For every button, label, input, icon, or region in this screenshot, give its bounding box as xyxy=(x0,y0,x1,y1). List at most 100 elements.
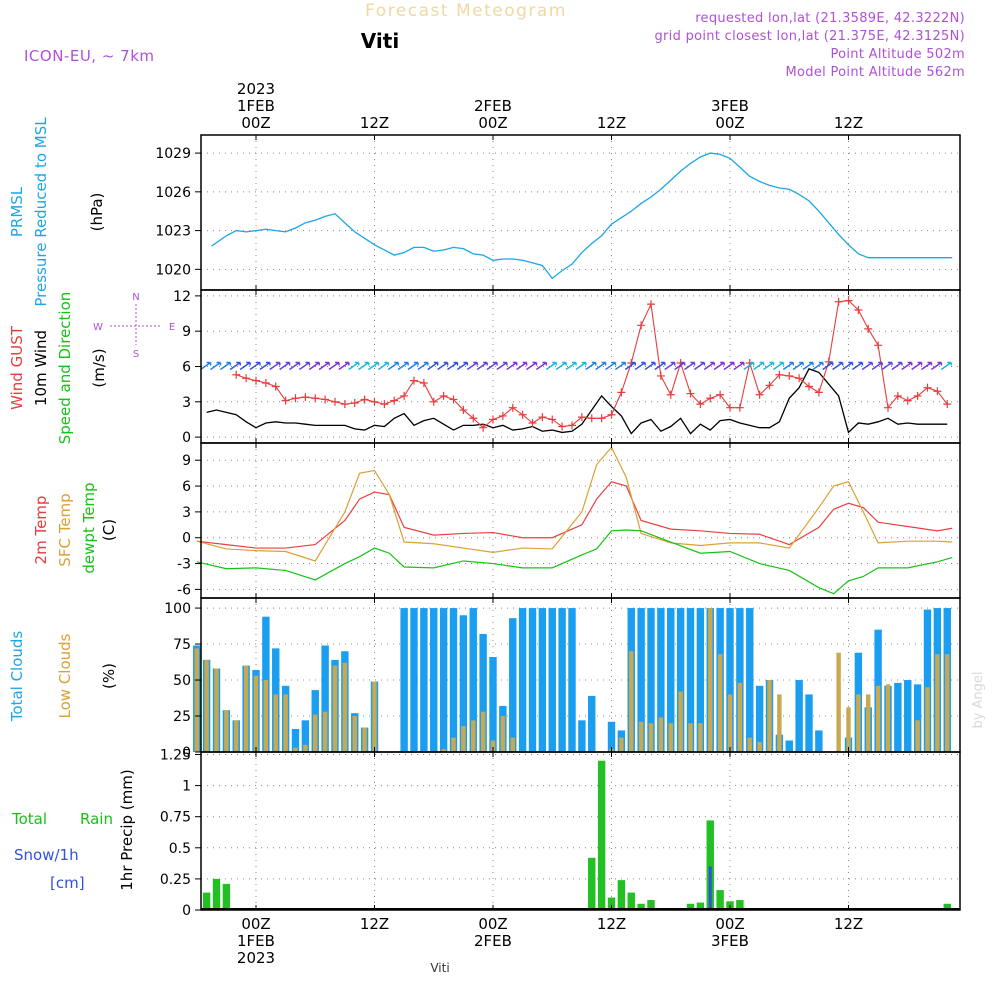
y-tick-label: 0.5 xyxy=(169,841,191,857)
wind-arrow xyxy=(358,361,370,371)
total-cloud-bar xyxy=(449,608,458,752)
wind-arrow xyxy=(763,361,775,371)
model-altitude: Model Point Altitude 562m xyxy=(786,65,965,80)
total-cloud-bar xyxy=(676,608,685,752)
gust-marker xyxy=(597,414,606,423)
gust-marker xyxy=(548,415,557,424)
wind-arrow xyxy=(368,361,380,371)
gust-marker xyxy=(232,370,241,379)
wind-arrow xyxy=(644,361,656,371)
low-cloud-bar xyxy=(866,694,871,752)
y-tick-label: 3 xyxy=(182,505,191,521)
low-cloud-bar xyxy=(925,687,930,752)
wind-arrow xyxy=(279,361,291,371)
y-tick-label: 9 xyxy=(182,324,191,340)
total-cloud-bar xyxy=(746,608,754,752)
low-cloud-bar xyxy=(777,694,782,752)
gust-marker xyxy=(933,387,942,396)
wind-arrow xyxy=(792,361,804,371)
gust-marker xyxy=(864,324,873,333)
compass-n: N xyxy=(132,292,139,303)
wind-arrow xyxy=(861,361,873,371)
time-label-bottom: 00Z xyxy=(715,915,744,933)
low-cloud-bar xyxy=(510,737,515,752)
gust-marker xyxy=(617,388,626,397)
total-cloud-bar xyxy=(518,608,527,752)
time-label-bottom: 00Z xyxy=(241,915,270,933)
wind-arrow xyxy=(308,361,320,371)
low-cloud-bar xyxy=(708,608,713,752)
y-tick-label: 0 xyxy=(182,745,191,761)
wind-arrow xyxy=(377,361,390,371)
y-tick-label: 0 xyxy=(182,531,191,547)
wind-arrow xyxy=(526,361,538,371)
rain-bar xyxy=(212,878,221,910)
low-cloud-bar xyxy=(688,723,693,752)
wind-arrow xyxy=(842,361,854,371)
total-cloud-bar xyxy=(815,730,823,752)
total-cloud-bar xyxy=(607,721,616,752)
low-cloud-bar xyxy=(846,707,851,752)
axis-title-rain: Rain xyxy=(80,810,113,828)
low-cloud-bar xyxy=(698,723,703,752)
wind-arrow xyxy=(901,361,913,371)
low-cloud-bar xyxy=(243,665,249,752)
axis-title-sfc-temp: SFC Temp xyxy=(56,493,74,566)
wind-arrow xyxy=(298,361,311,371)
wind-arrow xyxy=(219,361,232,371)
total-cloud-bar xyxy=(400,608,408,752)
rain-bar xyxy=(607,897,616,910)
wind-arrow xyxy=(437,361,449,371)
total-cloud-bar xyxy=(430,608,438,752)
time-label-top: 1FEB xyxy=(237,97,275,115)
wind-arrow xyxy=(318,361,330,371)
total-cloud-bar xyxy=(657,608,665,752)
y-tick-label: 1020 xyxy=(155,262,191,278)
wind-arrow xyxy=(743,361,755,371)
wind-arrow xyxy=(822,361,834,371)
rain-bar xyxy=(736,900,744,910)
low-cloud-bar xyxy=(293,747,298,752)
low-cloud-bar xyxy=(915,720,920,752)
low-cloud-bar xyxy=(638,721,644,752)
wind-arrow xyxy=(486,361,498,371)
low-cloud-bar xyxy=(717,654,723,752)
requested-coords: requested lon,lat (21.3589E, 42.3222N) xyxy=(695,11,965,26)
gust-marker xyxy=(538,413,547,422)
wind-arrow xyxy=(427,361,439,371)
wind-arrow xyxy=(733,361,745,371)
gust-marker xyxy=(844,296,853,305)
wind-arrow xyxy=(634,361,646,371)
gust-marker xyxy=(390,396,399,405)
gust-marker xyxy=(350,398,359,407)
low-cloud-bar xyxy=(856,694,861,752)
axis-title-c: (C) xyxy=(100,519,118,541)
low-cloud-bar xyxy=(767,680,772,752)
gust-marker xyxy=(834,297,843,306)
y-tick-label: 1029 xyxy=(155,146,191,162)
time-label-bottom: 1FEB xyxy=(237,932,275,950)
gust-marker xyxy=(311,394,320,403)
rain-bar xyxy=(588,857,596,910)
wind-arrow xyxy=(891,361,903,371)
low-cloud-bar xyxy=(727,694,733,752)
time-label-top: 00Z xyxy=(241,114,270,132)
wind-arrow xyxy=(210,361,222,371)
wind-arrow xyxy=(545,361,557,371)
gust-marker xyxy=(706,394,715,403)
gust-marker xyxy=(449,395,458,404)
total-cloud-bar xyxy=(894,682,902,752)
gust-marker xyxy=(735,403,744,412)
gust-marker xyxy=(281,396,290,405)
gust-marker xyxy=(795,374,804,383)
rain-bar xyxy=(686,903,695,910)
gust-marker xyxy=(587,414,596,423)
low-cloud-bar xyxy=(737,682,743,752)
total-cloud-bar xyxy=(755,685,764,752)
y-tick-label: 3 xyxy=(182,395,191,411)
gust-marker xyxy=(370,397,379,406)
low-cloud-bar xyxy=(332,665,338,752)
gust-marker xyxy=(814,388,823,397)
total-cloud-bar xyxy=(696,608,705,752)
time-label-bottom: 12Z xyxy=(834,915,863,933)
